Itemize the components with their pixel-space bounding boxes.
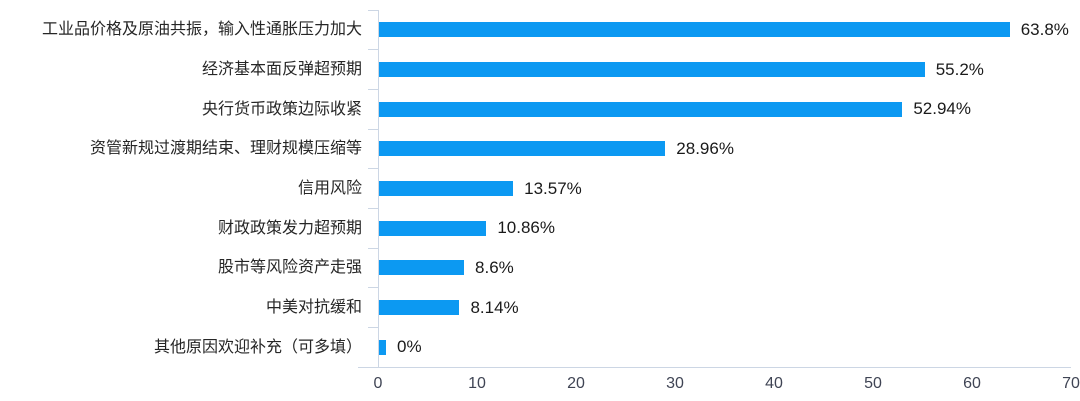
chart-row: 经济基本面反弹超预期 55.2% xyxy=(0,49,1071,90)
x-tick-label: 10 xyxy=(468,375,486,392)
bar xyxy=(379,62,925,78)
chart-row: 信用风险 13.57% xyxy=(0,168,1071,209)
value-label: 28.96% xyxy=(676,138,734,158)
bar-area: 8.14% xyxy=(378,287,1071,328)
bar-area: 13.57% xyxy=(378,168,1071,209)
x-tick-label: 30 xyxy=(666,375,684,392)
bar-area: 28.96% xyxy=(378,129,1071,169)
value-label: 8.6% xyxy=(475,257,514,277)
category-label: 中美对抗缓和 xyxy=(265,299,362,317)
bar xyxy=(379,339,386,355)
bar xyxy=(379,22,1010,38)
value-label: 8.14% xyxy=(470,297,519,317)
value-label: 10.86% xyxy=(497,218,556,238)
x-tick-label: 50 xyxy=(864,375,882,392)
bar xyxy=(379,300,460,316)
bar xyxy=(379,181,514,197)
category-label: 财政政策发力超预期 xyxy=(217,219,362,237)
category-label: 央行货币政策边际收紧 xyxy=(201,100,362,118)
x-axis-line xyxy=(358,367,1071,368)
bar-area: 0% xyxy=(378,327,1071,368)
bar xyxy=(379,101,903,117)
value-label: 63.8% xyxy=(1020,19,1069,39)
value-label: 0% xyxy=(397,337,422,357)
chart-row: 央行货币政策边际收紧 52.94% xyxy=(0,88,1071,130)
x-tick-label: 70 xyxy=(1062,375,1080,392)
category-label: 其他原因欢迎补充（可多填） xyxy=(153,338,362,356)
x-tick-label: 20 xyxy=(567,375,585,392)
x-tick-label: 40 xyxy=(765,375,783,392)
bar-area: 52.94% xyxy=(378,89,1071,130)
bar-area: 63.8% xyxy=(378,10,1071,50)
bar xyxy=(379,141,666,157)
x-axis: 0 10 20 30 40 50 60 70 xyxy=(374,375,1080,399)
value-label: 13.57% xyxy=(524,178,582,198)
bar xyxy=(379,260,465,276)
chart-row: 工业品价格及原油共振，输入性通胀压力加大 63.8% xyxy=(0,9,1071,50)
category-label: 信用风险 xyxy=(297,180,362,197)
category-label: 工业品价格及原油共振，输入性通胀压力加大 xyxy=(41,21,362,39)
category-label: 经济基本面反弹超预期 xyxy=(201,60,362,78)
chart-row: 中美对抗缓和 8.14% xyxy=(0,287,1071,328)
bar xyxy=(379,220,487,236)
category-label: 资管新规过渡期结束、理财规模压缩等 xyxy=(89,140,362,158)
bar-area: 55.2% xyxy=(378,49,1071,90)
category-label: 股市等风险资产走强 xyxy=(217,259,362,277)
value-label: 52.94% xyxy=(913,99,972,119)
chart-row: 股市等风险资产走强 8.6% xyxy=(0,247,1071,288)
chart-row: 资管新规过渡期结束、理财规模压缩等 28.96% xyxy=(0,128,1071,169)
chart-rows: 工业品价格及原油共振，输入性通胀压力加大 63.8% 经济基本面反弹超预期 55… xyxy=(0,9,1071,368)
chart-row: 其他原因欢迎补充（可多填） 0% xyxy=(0,327,1071,368)
x-tick-label: 0 xyxy=(373,375,383,392)
value-label: 55.2% xyxy=(935,59,984,79)
bar-area: 8.6% xyxy=(378,248,1071,288)
chart-row: 财政政策发力超预期 10.86% xyxy=(0,207,1071,249)
x-tick-label: 60 xyxy=(963,375,981,392)
bar-area: 10.86% xyxy=(378,208,1071,249)
